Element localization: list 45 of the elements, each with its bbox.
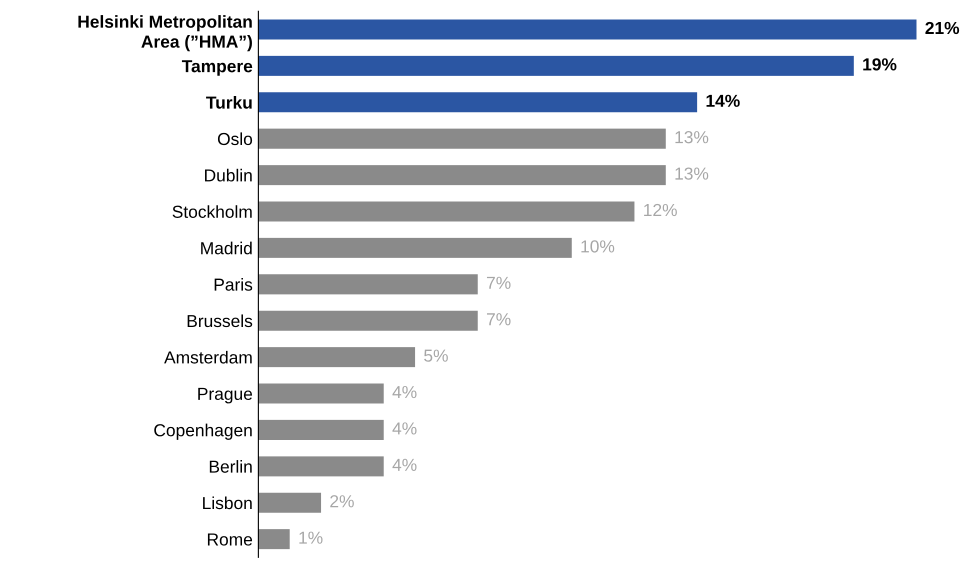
y-tick-label: Prague [198,388,252,404]
y-tick-label: Amsterdam [164,350,252,364]
bar [258,19,916,40]
bar [258,456,384,476]
bar [258,529,290,550]
bar [258,492,322,513]
bar [258,92,698,112]
y-tick-label: Turku [206,96,252,109]
y-tick-label: Paris [214,278,252,291]
data-label: 7% [486,276,511,289]
bar [258,201,634,222]
y-tick-label: Copenhagen [154,424,252,440]
bar [258,165,666,186]
bar [258,128,666,149]
bar [258,347,416,368]
data-label: 12% [644,204,677,216]
bar [258,56,854,76]
y-tick-label: Berlin [210,460,252,473]
data-label: 4% [392,422,417,435]
y-tick-label: Stockholm [172,205,252,218]
y-tick-label: Tampere [182,60,252,76]
data-label: 10% [581,240,614,253]
bar [258,238,572,258]
y-tick-label: Dublin [205,168,252,182]
y-tick-label: Madrid [201,242,252,254]
y-tick-label: Brussels [188,314,252,328]
data-label: 4% [392,458,417,471]
y-tick-label: Oslo [218,132,252,146]
y-tick-label: Lisbon [203,496,252,510]
data-label: 5% [424,350,448,362]
data-label: 1% [299,532,323,544]
data-label: 13% [675,131,708,144]
data-label: 4% [392,386,417,398]
bar [258,274,478,294]
data-label: 19% [863,58,896,71]
bar [258,310,478,331]
bar [258,384,384,404]
data-label: 13% [675,167,708,180]
y-tick-label: Helsinki Metropolitan Area (”HMA”) [78,15,252,52]
y-tick-label: Rome [208,534,252,546]
data-label: 7% [486,313,511,326]
data-label: 21% [925,22,960,34]
bar [258,420,384,440]
data-label: 2% [330,495,354,508]
data-label: 14% [706,94,740,107]
